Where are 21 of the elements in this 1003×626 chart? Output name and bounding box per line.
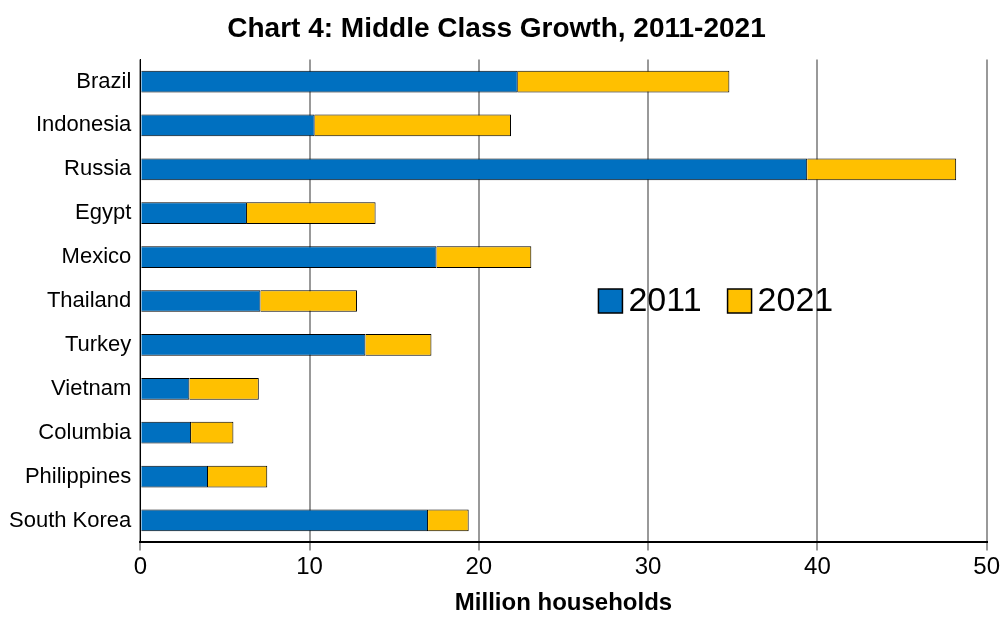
x-tick-label: 50 (973, 552, 1000, 580)
y-tick-label: Columbia (38, 418, 133, 444)
y-tick-label: Mexico (61, 243, 132, 269)
y-tick-label: South Korea (9, 506, 133, 532)
x-tick-label: 0 (133, 552, 147, 580)
y-tick-label: Russia (64, 155, 133, 181)
x-tick-label: 30 (634, 552, 662, 580)
x-tick-label: 40 (804, 552, 831, 580)
y-tick-label: Indonesia (35, 111, 133, 137)
y-tick-label: Turkey (64, 330, 132, 356)
x-axis-title: Million households (454, 588, 673, 616)
y-tick-label: Brazil (76, 67, 132, 93)
y-tick-label: Philippines (24, 462, 132, 488)
x-tick-label: 10 (296, 552, 323, 580)
y-tick-label: Vietnam (51, 374, 132, 400)
chart-title: Chart 4: Middle Class Growth, 2011-2021 (227, 11, 766, 43)
x-tick-label: 20 (465, 552, 493, 580)
legend-label: 2011 (628, 280, 702, 319)
legend-label: 2021 (757, 280, 834, 319)
y-tick-label: Egypt (75, 199, 132, 225)
y-tick-label: Thailand (46, 287, 132, 313)
